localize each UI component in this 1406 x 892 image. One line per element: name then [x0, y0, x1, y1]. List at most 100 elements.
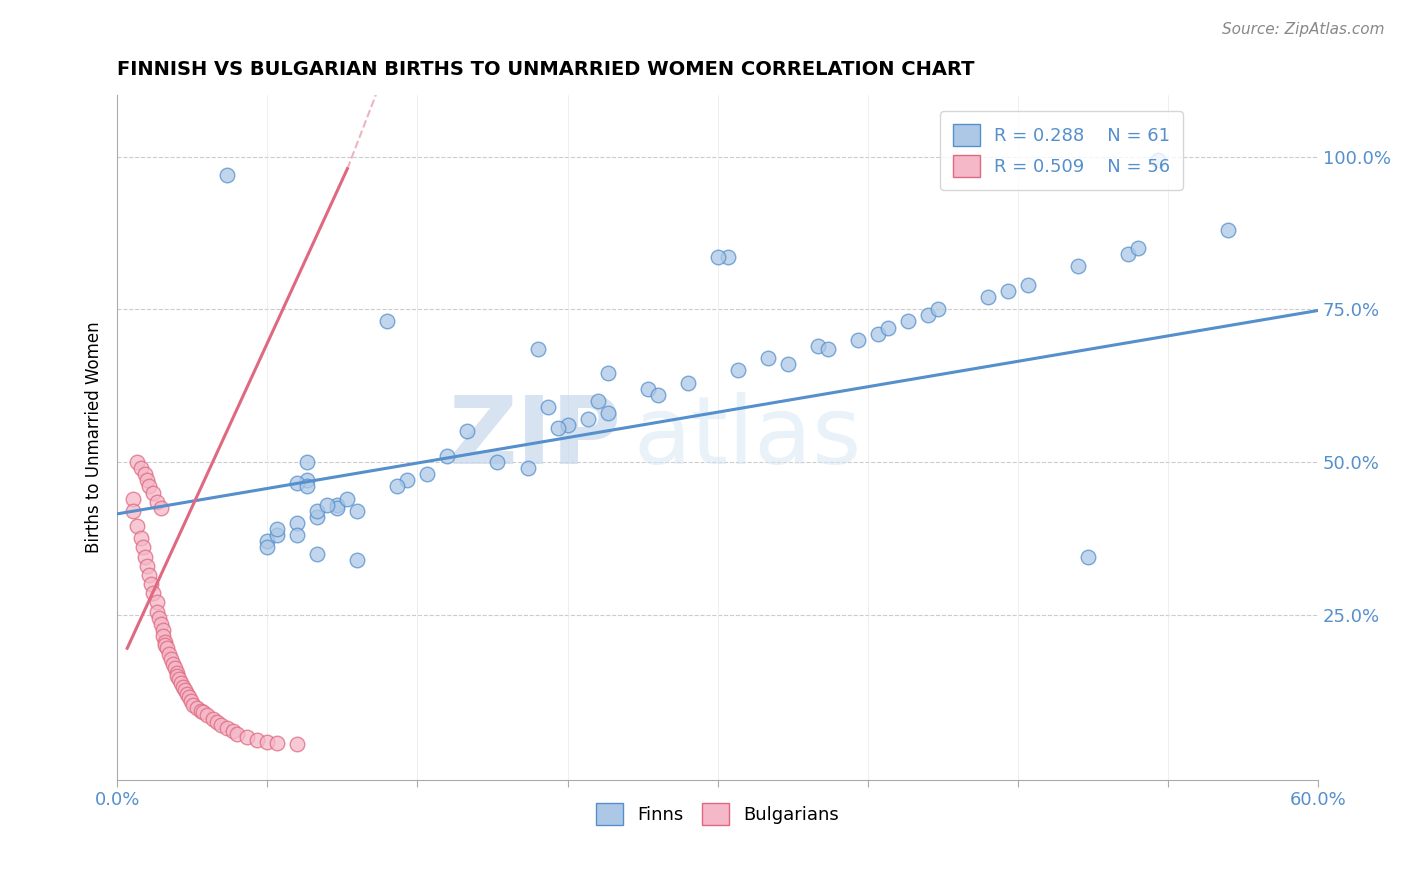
Point [155, 635, 177, 649]
Point [209, 717, 232, 731]
Point [297, 473, 319, 487]
Point [647, 388, 669, 402]
Point [776, 357, 799, 371]
Point [156, 641, 179, 656]
Point [152, 629, 174, 643]
Point [526, 342, 548, 356]
Point [285, 516, 308, 530]
Point [148, 611, 170, 625]
Point [160, 651, 183, 665]
Point [717, 250, 740, 264]
Point [256, 534, 278, 549]
Point [180, 694, 202, 708]
Point [134, 549, 156, 564]
Point [127, 519, 149, 533]
Point [536, 400, 558, 414]
Point [266, 736, 288, 750]
Point [165, 661, 187, 675]
Point [346, 552, 368, 566]
Point [222, 723, 245, 738]
Text: Source: ZipAtlas.com: Source: ZipAtlas.com [1222, 22, 1385, 37]
Point [136, 558, 159, 573]
Point [266, 522, 288, 536]
Point [195, 708, 218, 723]
Point [285, 737, 308, 751]
Point [134, 467, 156, 482]
Point [637, 382, 659, 396]
Point [387, 479, 409, 493]
Point [897, 314, 920, 328]
Point [141, 577, 163, 591]
Point [217, 721, 239, 735]
Point [997, 284, 1019, 298]
Point [596, 367, 619, 381]
Point [146, 494, 169, 508]
Point [170, 676, 193, 690]
Point [179, 690, 201, 705]
Point [297, 479, 319, 493]
Point [142, 586, 165, 600]
Point [586, 393, 609, 408]
Point [246, 732, 269, 747]
Point [256, 541, 278, 555]
Text: FINNISH VS BULGARIAN BIRTHS TO UNMARRIED WOMEN CORRELATION CHART: FINNISH VS BULGARIAN BIRTHS TO UNMARRIED… [117, 60, 974, 78]
Point [727, 363, 749, 377]
Point [817, 342, 839, 356]
Point [547, 421, 569, 435]
Point [307, 510, 329, 524]
Point [436, 449, 458, 463]
Point [557, 418, 579, 433]
Point [167, 672, 190, 686]
Point [122, 504, 145, 518]
Point [676, 376, 699, 390]
Text: ZIP: ZIP [449, 392, 621, 483]
Point [977, 290, 1000, 304]
Point [155, 638, 177, 652]
Point [202, 712, 225, 726]
Point [129, 531, 152, 545]
Point [756, 351, 779, 365]
Point [456, 425, 478, 439]
Point [846, 333, 869, 347]
Point [172, 680, 194, 694]
Point [266, 528, 288, 542]
Point [917, 309, 939, 323]
Point [1126, 241, 1149, 255]
Point [157, 648, 180, 662]
Point [236, 730, 259, 744]
Point [416, 467, 439, 482]
Point [516, 461, 538, 475]
Point [256, 735, 278, 749]
Point [166, 665, 188, 680]
Point [307, 504, 329, 518]
Point [486, 455, 509, 469]
Point [1067, 260, 1090, 274]
Point [326, 498, 349, 512]
Point [336, 491, 359, 506]
Point [166, 669, 188, 683]
Point [1216, 223, 1239, 237]
Legend: Finns, Bulgarians: Finns, Bulgarians [589, 796, 846, 832]
Point [152, 623, 174, 637]
Point [285, 528, 308, 542]
Point [285, 476, 308, 491]
Point [174, 682, 197, 697]
Point [1147, 153, 1170, 167]
Point [706, 250, 728, 264]
Point [596, 406, 619, 420]
Point [136, 473, 159, 487]
Point [127, 455, 149, 469]
Point [129, 461, 152, 475]
Point [142, 485, 165, 500]
Point [150, 500, 173, 515]
Point [226, 727, 249, 741]
Point [807, 339, 830, 353]
Point [193, 706, 215, 720]
Point [146, 605, 169, 619]
Point [307, 547, 329, 561]
Point [138, 568, 160, 582]
Point [122, 491, 145, 506]
Point [876, 320, 898, 334]
Point [132, 541, 155, 555]
Point [138, 479, 160, 493]
